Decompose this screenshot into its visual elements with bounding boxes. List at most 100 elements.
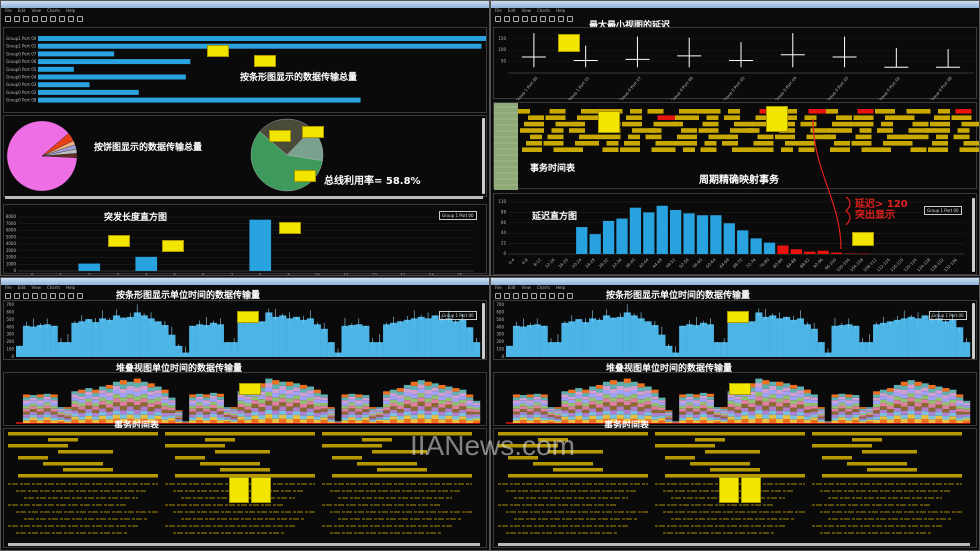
stack-segment [293,395,301,400]
stack-segment [741,411,749,416]
menu-help[interactable]: Help [556,285,566,290]
menu-help[interactable]: Help [66,8,76,13]
fit-icon[interactable] [558,15,564,22]
stack-segment [355,400,363,404]
menu-charts[interactable]: Charts [46,8,61,13]
menu-edit[interactable]: Edit [17,8,26,13]
stack-segment [445,412,453,416]
refresh-icon[interactable] [531,15,537,22]
title-bar[interactable] [1,1,489,8]
stack-segment [119,384,128,389]
menu-file[interactable]: File [495,8,502,13]
menu-view[interactable]: View [521,8,531,13]
save-icon[interactable] [32,292,38,299]
horizontal-scrollbar[interactable] [8,543,480,546]
bar [720,342,728,357]
menu-edit[interactable]: Edit [17,285,26,290]
forward-icon[interactable] [513,15,519,22]
stack-segment [900,385,908,391]
title-bar[interactable] [491,1,979,8]
pointer-icon[interactable] [567,15,573,22]
x-tick-label: 6 [202,273,205,275]
pointer-icon[interactable] [77,15,83,22]
menu-file[interactable]: File [495,285,502,290]
zoom-in-icon[interactable] [50,292,56,299]
forward-icon[interactable] [513,292,519,299]
save-icon[interactable] [522,292,528,299]
stack-segment [396,398,405,403]
stack-segment [313,416,321,420]
stack-segment [526,403,534,406]
back-icon[interactable] [504,15,510,22]
title-bar[interactable] [1,278,489,285]
horizontal-scrollbar[interactable] [498,543,970,546]
menu-help[interactable]: Help [556,8,566,13]
menu-edit[interactable]: Edit [507,8,516,13]
stack-segment [140,418,148,423]
menu-edit[interactable]: Edit [507,285,516,290]
vertical-scrollbar[interactable] [482,118,485,194]
pointer-icon[interactable] [77,292,83,299]
stack-segment [230,408,238,411]
zoom-in-icon[interactable] [50,15,56,22]
save-icon[interactable] [32,15,38,22]
stack-segment [893,415,901,420]
menu-file[interactable]: File [5,285,12,290]
stack-segment [921,383,929,388]
forward-icon[interactable] [23,15,29,22]
zoom-icon[interactable] [5,15,11,22]
menu-view[interactable]: View [31,8,41,13]
vertical-scrollbar[interactable] [482,303,485,359]
forward-icon[interactable] [23,292,29,299]
stack-segment [935,397,943,402]
refresh-icon[interactable] [531,292,537,299]
stack-segment [935,404,943,409]
save-icon[interactable] [522,15,528,22]
zoom-out-icon[interactable] [549,15,555,22]
bar [554,342,562,357]
menu-charts[interactable]: Charts [536,285,551,290]
bar [431,315,439,357]
refresh-icon[interactable] [41,15,47,22]
stack-segment [949,413,957,417]
zoom-in-icon[interactable] [540,15,546,22]
stack-segment [803,403,811,407]
back-icon[interactable] [14,15,20,22]
stack-segment [769,381,777,386]
menu-view[interactable]: View [521,285,531,290]
fit-icon[interactable] [68,292,74,299]
pointer-icon[interactable] [567,292,573,299]
menu-help[interactable]: Help [66,285,76,290]
vertical-scrollbar[interactable] [972,303,975,359]
back-icon[interactable] [14,292,20,299]
bar [789,319,798,357]
stack-segment [963,403,971,406]
bar [783,316,791,357]
zoom-out-icon[interactable] [549,292,555,299]
zoom-icon[interactable] [5,292,11,299]
zoom-in-icon[interactable] [540,292,546,299]
fit-icon[interactable] [68,15,74,22]
menu-charts[interactable]: Charts [46,285,61,290]
zoom-icon[interactable] [495,292,501,299]
zoom-icon[interactable] [495,15,501,22]
back-icon[interactable] [504,292,510,299]
refresh-icon[interactable] [41,292,47,299]
bar [630,315,638,357]
stack-segment [154,404,162,409]
title-bar[interactable] [491,278,979,285]
stack-segment [466,414,474,418]
menu-view[interactable]: View [31,285,41,290]
zoom-out-icon[interactable] [59,292,65,299]
bar [175,345,183,357]
bar [576,227,588,254]
horizontal-scrollbar[interactable] [5,196,483,199]
stack-segment [57,419,65,422]
vertical-scrollbar[interactable] [972,198,975,272]
transaction-bar [681,128,697,133]
fit-icon[interactable] [558,292,564,299]
stack-segment [540,394,548,398]
zoom-out-icon[interactable] [59,15,65,22]
menu-charts[interactable]: Charts [536,8,551,13]
menu-file[interactable]: File [5,8,12,13]
